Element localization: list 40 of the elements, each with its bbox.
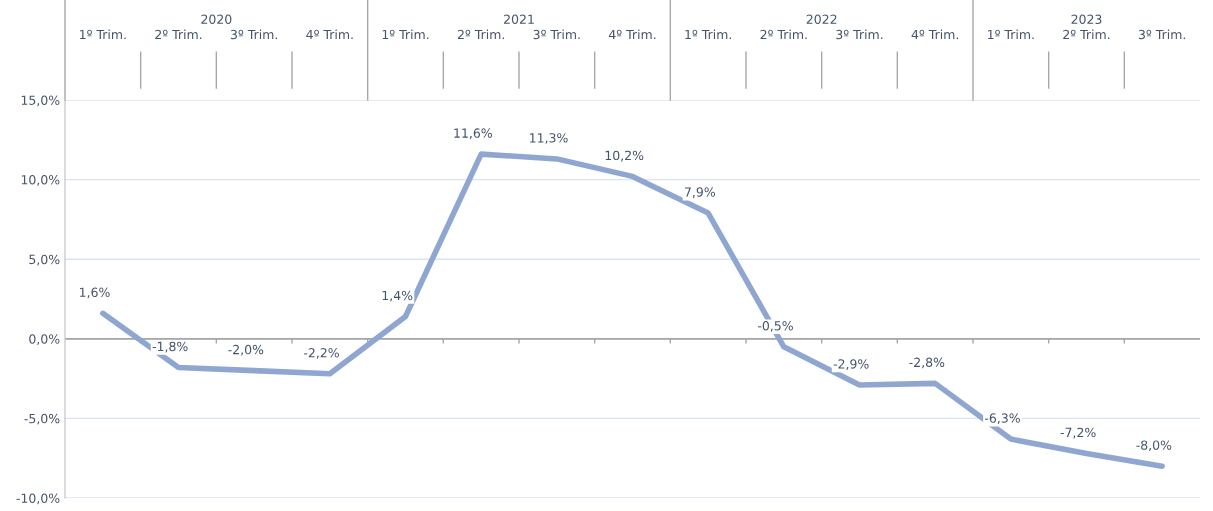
y-tick-label: 0,0% bbox=[29, 334, 60, 345]
text: 2021 bbox=[504, 14, 534, 25]
data-label: -7,2% bbox=[1060, 427, 1096, 439]
x-tick-label: 1º Trim. bbox=[80, 29, 126, 40]
x-tick-label: 4º Trim. bbox=[306, 29, 353, 40]
data-label: -2,0% bbox=[228, 344, 264, 356]
data-label: -0,5% bbox=[757, 320, 793, 332]
text: 2023 bbox=[1071, 14, 1102, 25]
data-label: -8,0% bbox=[1136, 440, 1172, 452]
x-tick-label: 3º Trim. bbox=[1138, 29, 1185, 40]
data-label: -2,9% bbox=[833, 359, 869, 370]
data-label: 10,2% bbox=[605, 150, 644, 162]
data-label: -2,8% bbox=[909, 357, 945, 369]
x-tick-label: 2º Trim. bbox=[457, 29, 504, 40]
x-tick-label: 4º Trim. bbox=[911, 29, 958, 40]
x-tick-label: 1º Trim. bbox=[685, 29, 731, 40]
y-tick-label: -5,0% bbox=[24, 413, 60, 425]
x-tick-label: 3º Trim. bbox=[533, 29, 580, 40]
x-tick-label: 2º Trim. bbox=[760, 29, 807, 40]
x-tick-label: 2º Trim. bbox=[1063, 29, 1110, 40]
x-tick-label: 2º Trim. bbox=[155, 29, 202, 40]
y-tick-label: 15,0% bbox=[21, 95, 60, 107]
text: 2022 bbox=[806, 14, 837, 25]
y-tick-label: 5,0% bbox=[29, 254, 60, 266]
data-label: 1,4% bbox=[382, 290, 413, 302]
data-label: 11,3% bbox=[530, 133, 568, 144]
data-label: -1,8% bbox=[152, 341, 188, 353]
y-tick-label: -10,0% bbox=[16, 493, 60, 505]
x-tick-label: 3º Trim. bbox=[230, 29, 277, 40]
x-tick-label: 1º Trim. bbox=[382, 29, 429, 40]
data-label: -6,3% bbox=[984, 413, 1020, 425]
y-tick-label: 10,0% bbox=[21, 175, 60, 186]
data-label: 1,6% bbox=[80, 287, 110, 299]
data-label: 7,9% bbox=[684, 187, 716, 198]
x-tick-label: 3º Trim. bbox=[836, 29, 883, 40]
text: 2020 bbox=[201, 14, 232, 25]
x-tick-label: 1º Trim. bbox=[988, 29, 1034, 40]
data-label: 11,6% bbox=[454, 128, 492, 140]
data-label: -2,2% bbox=[303, 348, 339, 359]
x-tick-label: 4º Trim. bbox=[608, 29, 656, 40]
